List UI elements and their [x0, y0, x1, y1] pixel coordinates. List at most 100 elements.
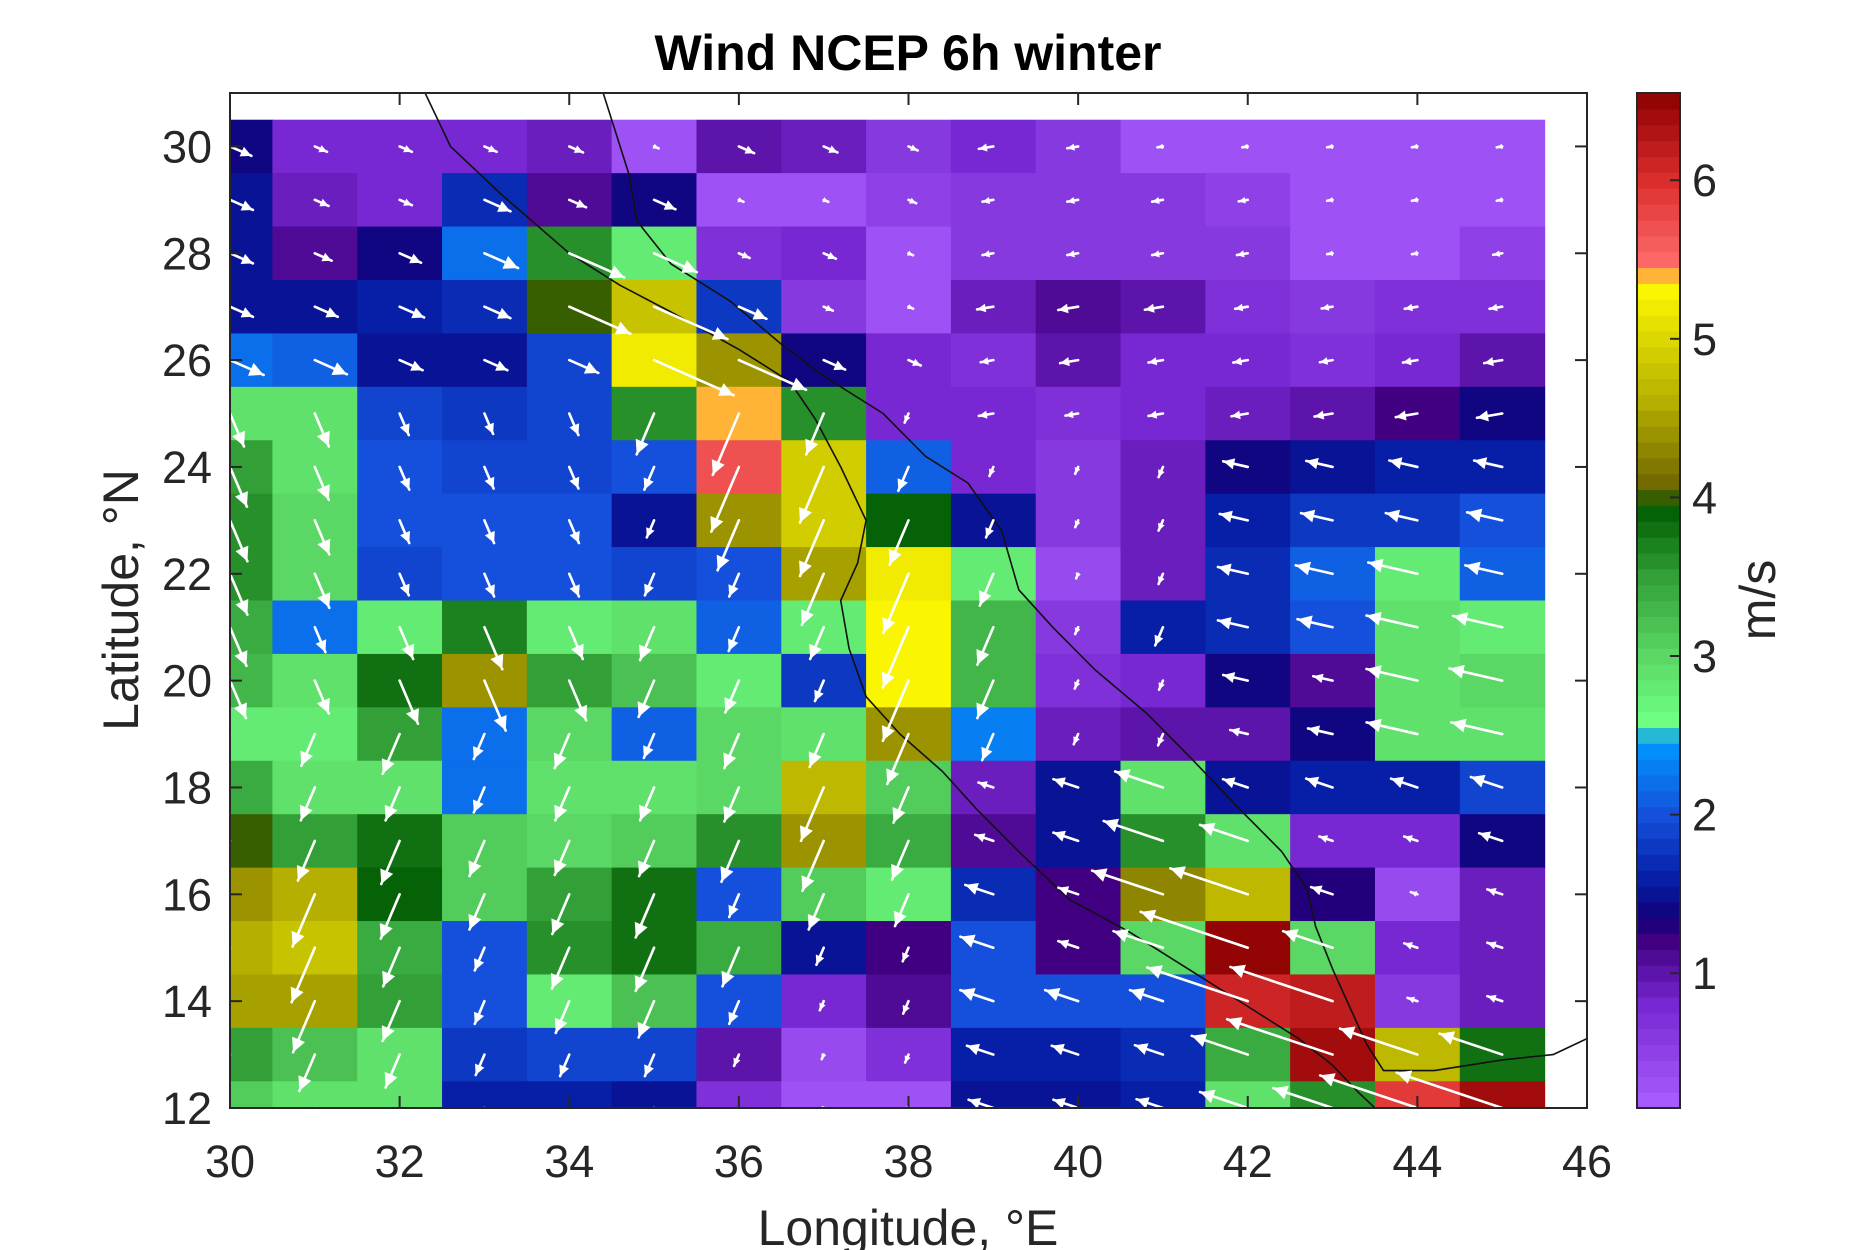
chart-title: Wind NCEP 6h winter — [654, 25, 1161, 81]
wind-vector — [907, 304, 915, 311]
wind-vector — [567, 358, 600, 375]
wind-vector — [716, 519, 741, 572]
colorbar-segment — [1637, 251, 1680, 269]
wind-vector — [1090, 868, 1165, 896]
wind-vector — [1150, 250, 1165, 258]
wind-vector-head — [1311, 885, 1323, 896]
wind-vector-head — [484, 530, 495, 544]
wind-vector-head — [401, 643, 415, 659]
wind-vector-head — [316, 430, 330, 447]
wind-vector-head — [1467, 508, 1483, 523]
wind-vector-head — [681, 260, 697, 273]
wind-vector — [567, 465, 580, 490]
colorbar-segment — [1637, 188, 1680, 205]
wind-vector-head — [1306, 457, 1319, 470]
wind-vector — [1325, 250, 1334, 256]
colorbar-segment — [1637, 996, 1680, 1014]
y-tick-label: 30 — [162, 121, 212, 172]
wind-vector-head — [1223, 672, 1236, 683]
wind-vector — [551, 893, 571, 936]
wind-vector-head — [807, 913, 821, 930]
wind-vector-head — [1067, 143, 1075, 151]
colorbar-segment — [1637, 441, 1680, 459]
wind-vector — [808, 732, 825, 769]
wind-vector-head — [1404, 942, 1413, 950]
wind-vector — [1221, 672, 1250, 683]
wind-vector-head — [892, 807, 906, 823]
wind-vector — [381, 946, 401, 988]
wind-vector — [634, 893, 656, 939]
wind-vector — [1294, 561, 1334, 576]
wind-vector-head — [1396, 1070, 1413, 1084]
colorbar-tick-label: 3 — [1692, 631, 1717, 682]
wind-vector-head — [403, 198, 412, 206]
wind-vector — [1135, 1097, 1165, 1108]
wind-vector-head — [484, 476, 495, 489]
wind-vector — [230, 251, 255, 265]
wind-vector — [822, 358, 847, 371]
wind-vector-head — [652, 143, 659, 149]
wind-vector-head — [1223, 777, 1236, 789]
wind-vector — [1157, 465, 1165, 479]
wind-vector-head — [1134, 1043, 1149, 1055]
wind-vector — [483, 625, 504, 671]
wind-vector-head — [1158, 522, 1165, 531]
wind-vector-head — [1327, 143, 1334, 150]
wind-vector — [799, 786, 825, 843]
wind-vector — [885, 732, 910, 786]
wind-vector — [567, 572, 581, 598]
wind-vector-head — [381, 758, 395, 774]
wind-vector-head — [1157, 737, 1165, 746]
wind-vector — [798, 519, 825, 578]
wind-vector — [483, 572, 496, 598]
wind-vector — [1438, 1031, 1504, 1056]
wind-vector — [1147, 357, 1165, 366]
wind-vector-head — [1327, 250, 1334, 256]
wind-vector-head — [968, 1098, 982, 1108]
wind-vector-head — [1136, 1097, 1150, 1108]
wind-vector-head — [1060, 357, 1070, 367]
wind-vector-head — [965, 883, 979, 895]
wind-vector-head — [550, 973, 564, 989]
wind-vector-head — [1496, 197, 1503, 203]
colorbar-segment — [1637, 806, 1680, 824]
wind-vector — [965, 1043, 995, 1056]
wind-vector — [643, 465, 656, 491]
wind-vector — [959, 988, 995, 1003]
wind-vector-head — [815, 954, 825, 965]
wind-vector — [815, 946, 825, 967]
wind-vector-head — [1154, 634, 1164, 646]
wind-vector — [398, 145, 414, 154]
colorbar-segment — [1637, 568, 1680, 586]
wind-vector-shaft — [1225, 1017, 1334, 1056]
wind-vector-head — [1073, 736, 1080, 745]
wind-vector — [291, 893, 317, 948]
wind-vector-head — [978, 410, 988, 419]
wind-vector-head — [614, 321, 631, 335]
wind-vector-head — [886, 768, 900, 784]
wind-vector-head — [382, 970, 396, 987]
wind-speed-cell — [1459, 1081, 1546, 1108]
wind-vector — [1147, 410, 1165, 419]
wind-vector — [1112, 929, 1165, 950]
wind-vector-head — [799, 560, 812, 576]
wind-vector — [1153, 625, 1165, 647]
wind-vector-head — [551, 918, 565, 934]
wind-vector — [1150, 197, 1165, 204]
colorbar-ticks: 1 2 3 4 5 6 — [1670, 155, 1717, 999]
wind-vector-head — [474, 1011, 485, 1024]
wind-vector-head — [716, 554, 730, 571]
wind-speed-cell — [230, 1027, 274, 1082]
wind-vector — [897, 465, 910, 493]
wind-vector — [554, 999, 571, 1035]
wind-vector — [1318, 357, 1334, 365]
wind-vector — [710, 465, 741, 533]
colorbar-segment — [1637, 1092, 1680, 1109]
wind-vector — [820, 1053, 827, 1061]
wind-vector-head — [1230, 964, 1246, 978]
wind-vector-head — [411, 307, 425, 319]
wind-vector-head — [234, 702, 247, 719]
y-tick-label: 24 — [162, 442, 212, 493]
wind-vector — [1338, 1026, 1419, 1056]
wind-vector-head — [569, 423, 580, 436]
